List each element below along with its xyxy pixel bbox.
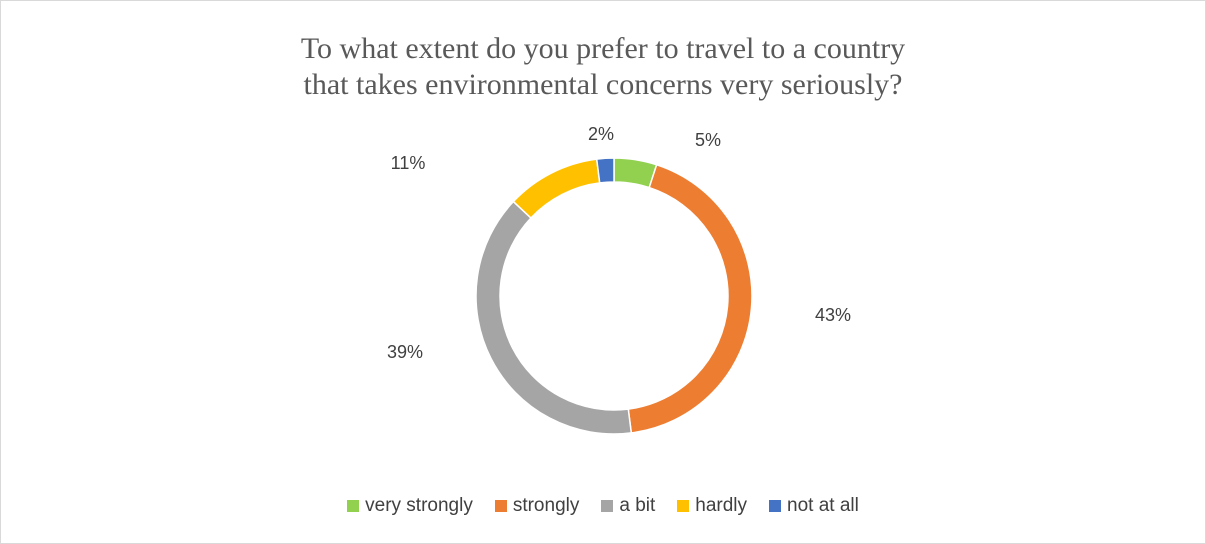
data-label-very-strongly: 5% [695, 130, 721, 150]
chart-title-line-2: that takes environmental concerns very s… [303, 68, 903, 101]
data-label-a-bit: 39% [387, 342, 423, 362]
legend-label: not at all [787, 495, 859, 516]
chart-title: To what extent do you prefer to travel t… [1, 31, 1205, 103]
legend-item-not-at-all: not at all [769, 495, 859, 517]
data-label-hardly: 11% [391, 153, 426, 173]
chart-title-line-1: To what extent do you prefer to travel t… [300, 32, 906, 65]
legend-item-hardly: hardly [677, 495, 747, 517]
legend-label: a bit [619, 495, 656, 516]
legend-label: strongly [512, 495, 580, 516]
legend-label: very strongly [365, 495, 473, 516]
legend-label: hardly [695, 495, 748, 516]
donut-slice-a-bit [475, 200, 633, 435]
legend-swatch [769, 500, 782, 512]
legend-swatch [601, 500, 614, 512]
legend-swatch [494, 500, 507, 512]
donut-slice-not-at-all [595, 157, 615, 184]
legend-item-a-bit: a bit [601, 495, 655, 517]
donut-slice-hardly [512, 158, 601, 220]
donut-slice-strongly [627, 163, 753, 434]
legend: very strongly strongly a bit hardly not … [1, 495, 1205, 517]
legend-swatch [347, 500, 360, 512]
legend-item-strongly: strongly [494, 495, 580, 517]
legend-item-very-strongly: very strongly [347, 495, 473, 517]
data-label-strongly: 43% [815, 305, 851, 325]
data-label-not-at-all: 2% [588, 124, 614, 144]
legend-swatch [677, 500, 690, 512]
